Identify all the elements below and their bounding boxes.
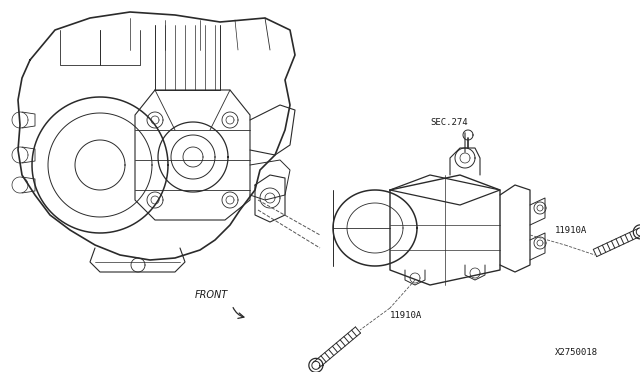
Text: 11910A: 11910A <box>390 311 422 320</box>
Text: SEC.274: SEC.274 <box>430 118 468 127</box>
Text: 11910A: 11910A <box>555 226 588 235</box>
Text: FRONT: FRONT <box>195 290 228 300</box>
Text: X2750018: X2750018 <box>555 348 598 357</box>
